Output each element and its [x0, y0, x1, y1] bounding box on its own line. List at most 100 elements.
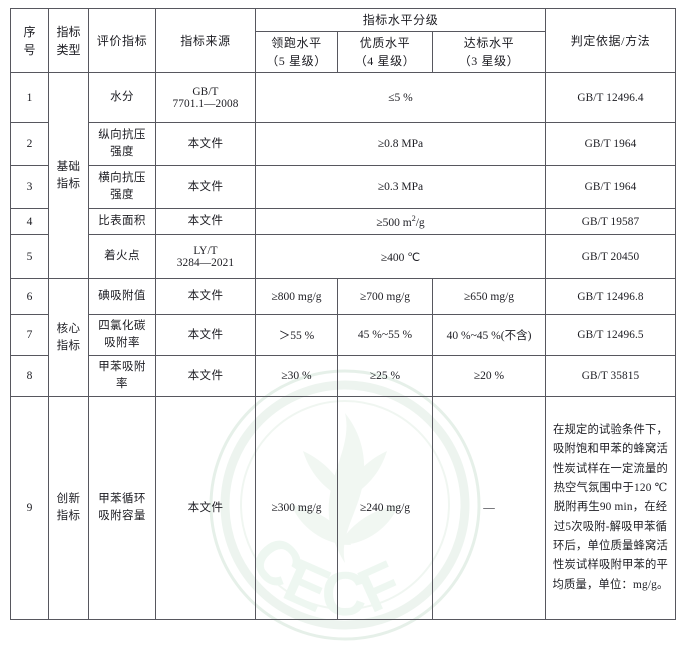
header-level-leading: 领跑水平 （5 星级） — [255, 31, 338, 73]
header-seq-no-line1: 序 — [23, 24, 36, 39]
cell-level-quality: 45 %~55 % — [337, 314, 433, 356]
evaluation-index-line2: 率 — [116, 378, 128, 390]
header-seq-no: 序 号 — [10, 8, 49, 73]
header-level-standard: 达标水平 （3 星级） — [431, 31, 547, 73]
table-row: 4 比表面积 本文件 ≥500 m2/g GB/T 19587 — [10, 208, 677, 235]
header-index-type-line1: 指标 — [56, 24, 81, 39]
cell-level-leading: ＞55 % — [255, 314, 338, 356]
cell-level-leading: ≥300 mg/g — [255, 396, 338, 620]
evaluation-index-line1: 纵向抗压 — [98, 129, 146, 141]
cell-index-source: 本文件 — [155, 165, 256, 209]
index-source-line1: GB/T — [192, 85, 219, 98]
evaluation-index-line1: 甲苯循环 — [98, 493, 146, 505]
cell-judgement: GB/T 35815 — [545, 355, 677, 397]
table-row: 7 四氯化碳 吸附率 本文件 ＞55 % 45 %~55 % 40 %~45 %… — [10, 314, 677, 356]
cell-evaluation-index: 碘吸附值 — [88, 278, 156, 315]
cell-judgement: GB/T 1964 — [545, 165, 677, 209]
table-body: 1 基础 指标 水分 GB/T 7701.1—2008 ≤5 % GB/T 12… — [10, 72, 677, 620]
header-evaluation-index: 评价指标 — [88, 8, 156, 73]
header-index-type: 指标 类型 — [48, 8, 89, 73]
index-source-line2: 7701.1—2008 — [172, 97, 239, 110]
evaluation-index-line2: 吸附容量 — [98, 510, 146, 522]
header-level-standard-line1: 达标水平 — [463, 36, 515, 50]
cell-judgement: GB/T 12496.5 — [545, 314, 677, 356]
level-value-pre: ≥500 m — [376, 216, 412, 229]
cell-seq-no: 1 — [10, 72, 49, 123]
specification-table: 序 号 指标 类型 评价指标 指标来源 指标水平分级 判定依据/方法 领跑水平 … — [10, 8, 677, 620]
cell-index-type-basic: 基础 指标 — [48, 72, 89, 279]
cell-judgement: GB/T 12496.8 — [545, 278, 677, 315]
header-level-leading-line1: 领跑水平 — [271, 36, 322, 50]
table-row: 8 甲苯吸附 率 本文件 ≥30 % ≥25 % ≥20 % GB/T 3581… — [10, 355, 677, 397]
cell-level-standard: 40 %~45 %(不含) — [431, 314, 547, 356]
index-type-line1: 核心 — [56, 322, 81, 335]
table-row: 3 横向抗压 强度 本文件 ≥0.3 MPa GB/T 1964 — [10, 165, 677, 209]
level-value-exponent: 2 — [411, 214, 416, 224]
header-level-quality-line1: 优质水平 — [359, 36, 411, 50]
table-row: 1 基础 指标 水分 GB/T 7701.1—2008 ≤5 % GB/T 12… — [10, 72, 677, 279]
table-row: 9 创新 指标 甲苯循环 吸附容量 本文件 ≥300 mg/g ≥240 mg/… — [10, 396, 677, 620]
cell-level-standard: ≥650 mg/g — [431, 278, 547, 315]
cell-level-leading: ≥30 % — [255, 355, 338, 397]
cell-level-merged: ≥0.8 MPa — [254, 122, 547, 166]
table-head: 序 号 指标 类型 评价指标 指标来源 指标水平分级 判定依据/方法 领跑水平 … — [10, 8, 677, 73]
cell-level-merged: ≥500 m2/g — [254, 208, 547, 235]
cell-evaluation-index: 比表面积 — [88, 208, 156, 235]
cell-judgement: GB/T 1964 — [545, 122, 677, 166]
index-type-line2: 指标 — [56, 177, 81, 190]
table-row: 6 核心 指标 碘吸附值 本文件 ≥800 mg/g ≥700 mg/g ≥65… — [10, 278, 677, 397]
cell-judgement: GB/T 12496.4 — [545, 72, 677, 123]
cell-level-leading: ≥800 mg/g — [255, 278, 338, 315]
evaluation-index-line1: 四氯化碳 — [98, 320, 146, 332]
cell-index-source: 本文件 — [155, 355, 256, 397]
evaluation-index-line2: 吸附率 — [104, 337, 140, 349]
cell-level-standard: ≥20 % — [431, 355, 547, 397]
header-level-standard-line2: （3 星级） — [458, 54, 520, 68]
cell-level-standard: — — [431, 396, 547, 620]
table-row: 2 纵向抗压 强度 本文件 ≥0.8 MPa GB/T 1964 — [10, 122, 677, 166]
cell-evaluation-index: 四氯化碳 吸附率 — [88, 314, 156, 356]
cell-index-source: 本文件 — [155, 208, 256, 235]
cell-index-source: GB/T 7701.1—2008 — [155, 72, 256, 123]
header-level-leading-line2: （5 星级） — [266, 54, 327, 68]
cell-level-quality: ≥700 mg/g — [337, 278, 433, 315]
index-type-line1: 创新 — [56, 493, 81, 505]
cell-seq-no: 9 — [10, 396, 49, 620]
evaluation-index-line1: 甲苯吸附 — [98, 361, 146, 373]
cell-seq-no: 3 — [10, 165, 49, 209]
cell-index-source: 本文件 — [155, 396, 256, 620]
specification-table-container: 序 号 指标 类型 评价指标 指标来源 指标水平分级 判定依据/方法 领跑水平 … — [10, 8, 677, 620]
cell-index-source: 本文件 — [155, 122, 256, 166]
header-row-1: 序 号 指标 类型 评价指标 指标来源 指标水平分级 判定依据/方法 — [10, 8, 677, 73]
header-level-quality: 优质水平 （4 星级） — [337, 31, 433, 73]
evaluation-index-line2: 强度 — [110, 189, 134, 201]
cell-level-merged: ≥400 ℃ — [254, 234, 547, 279]
cell-index-type-core: 核心 指标 — [48, 278, 89, 397]
cell-level-merged: ≥0.3 MPa — [254, 165, 547, 209]
index-type-line1: 基础 — [56, 160, 81, 173]
index-type-line2: 指标 — [56, 339, 81, 352]
header-index-source: 指标来源 — [155, 8, 256, 73]
cell-evaluation-index: 横向抗压 强度 — [88, 165, 156, 209]
cell-index-source: 本文件 — [155, 314, 256, 356]
cell-judgement: GB/T 20450 — [545, 234, 677, 279]
header-level-quality-line2: （4 星级） — [354, 54, 416, 68]
cell-level-quality: ≥25 % — [337, 355, 433, 397]
cell-level-quality: ≥240 mg/g — [337, 396, 433, 620]
cell-evaluation-index: 甲苯循环 吸附容量 — [88, 396, 156, 620]
level-value-post: /g — [415, 216, 425, 229]
cell-judgement-description: 在规定的试验条件下，吸附饱和甲苯的蜂窝活性炭试样在一定流量的热空气氛围中于120… — [545, 396, 677, 620]
header-judgement-method: 判定依据/方法 — [545, 8, 677, 73]
header-level-group: 指标水平分级 — [254, 8, 547, 32]
cell-seq-no: 5 — [10, 234, 49, 279]
index-source-line2: 3284—2021 — [176, 256, 235, 269]
cell-index-type-innovation: 创新 指标 — [48, 396, 89, 620]
header-index-type-line2: 类型 — [56, 42, 81, 57]
cell-evaluation-index: 着火点 — [88, 234, 156, 279]
cell-seq-no: 4 — [10, 208, 49, 235]
cell-level-merged: ≤5 % — [254, 72, 547, 123]
cell-evaluation-index: 甲苯吸附 率 — [88, 355, 156, 397]
cell-seq-no: 8 — [10, 355, 49, 397]
header-seq-no-line2: 号 — [23, 42, 36, 57]
table-row: 5 着火点 LY/T 3284—2021 ≥400 ℃ GB/T 20450 — [10, 234, 677, 279]
